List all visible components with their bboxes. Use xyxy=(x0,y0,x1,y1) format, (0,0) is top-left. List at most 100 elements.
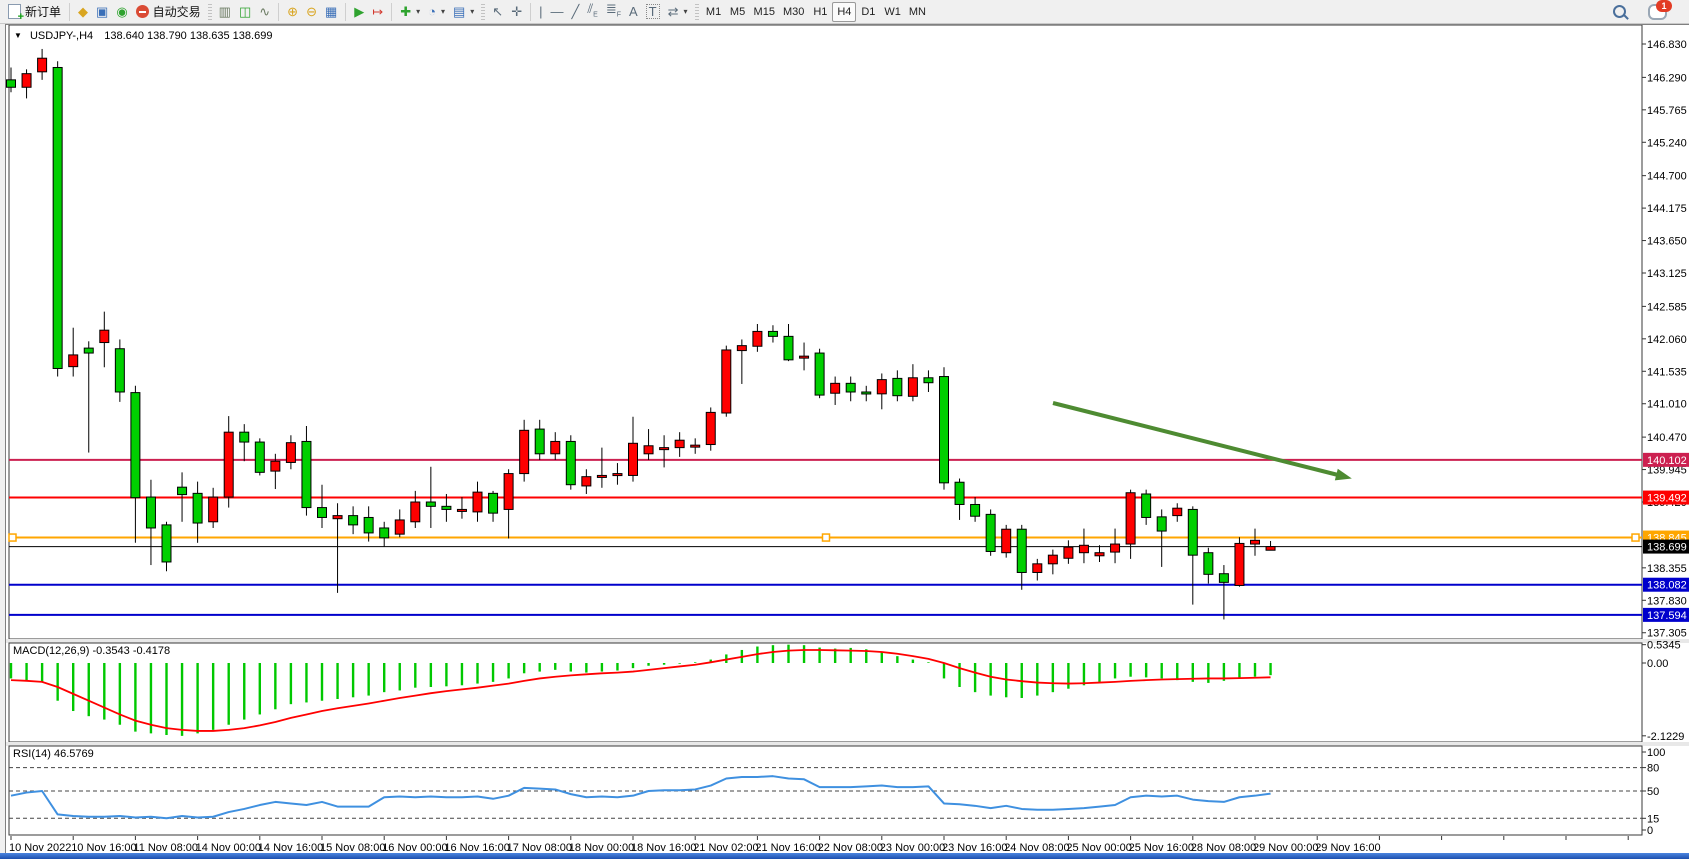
candle-4 xyxy=(68,354,79,368)
bar-chart-icon: ▥ xyxy=(218,4,231,19)
candle-35 xyxy=(550,440,561,455)
signals-button[interactable]: ◉ xyxy=(112,1,131,23)
price-tick-label: 142.060 xyxy=(1647,334,1687,346)
price-chart-canvas[interactable]: 146.830 146.290 145.765 145.240 144.700 144.1… xyxy=(6,24,1689,854)
text-button[interactable]: A xyxy=(625,1,642,23)
clock-icon: ◔ xyxy=(428,4,436,19)
line-chart-button[interactable]: ∿ xyxy=(255,1,274,23)
price-tick-label: 145.765 xyxy=(1647,105,1687,117)
rsi-indicator-label: RSI(14) 46.5769 xyxy=(13,748,94,760)
vertical-line-icon: | xyxy=(539,4,543,19)
notifications-button[interactable]: 1 xyxy=(1644,0,1672,23)
date-tick-label: 16 Nov 00:00 xyxy=(382,842,447,853)
tf-button-H1[interactable]: H1 xyxy=(808,2,832,22)
chart-shift-button[interactable]: ↦ xyxy=(368,1,387,23)
tf-button-W1[interactable]: W1 xyxy=(880,2,905,22)
candlestick-chart-button[interactable]: ◫ xyxy=(235,1,255,23)
candlestick-chart-icon: ◫ xyxy=(238,4,252,19)
chart-ohlc-values: 138.640 138.790 138.635 138.699 xyxy=(104,30,273,42)
tf-button-D1[interactable]: D1 xyxy=(856,2,880,22)
price-tick-label: 139.945 xyxy=(1647,465,1687,477)
candle-76 xyxy=(1187,508,1198,556)
tf-button-MN[interactable]: MN xyxy=(905,2,930,22)
tf-button-M1[interactable]: M1 xyxy=(702,2,726,22)
candle-49 xyxy=(767,330,778,337)
date-tick-label: 17 Nov 08:00 xyxy=(507,842,572,853)
tf-button-M15[interactable]: M15 xyxy=(750,2,779,22)
virtual-hosting-button[interactable]: ▣ xyxy=(92,1,112,23)
macd-axis-label: -2.1229 xyxy=(1647,731,1684,743)
signals-icon: ◉ xyxy=(116,4,128,19)
candle-56 xyxy=(876,379,887,395)
date-tick-label: 25 Nov 00:00 xyxy=(1066,842,1131,853)
text-icon: A xyxy=(629,4,638,19)
zoom-in-button[interactable]: ⊕ xyxy=(283,1,302,23)
price-tick-label: 140.470 xyxy=(1647,432,1687,444)
vertical-line-button[interactable]: | xyxy=(535,1,546,23)
candle-16 xyxy=(254,441,265,473)
candle-36 xyxy=(565,440,576,486)
candle-23 xyxy=(363,516,374,534)
candle-51 xyxy=(799,355,810,359)
charts-toolbar-group: ▥ ◫ ∿ ⊕ ⊖ ▦ ▶ ↦ ✚ ▾ ◔ ▾ ▤ ▾ xyxy=(215,1,479,23)
crosshair-button[interactable]: ✛ xyxy=(507,1,526,23)
price-tick-label: 143.650 xyxy=(1647,236,1687,248)
templates-button[interactable]: ▤ ▾ xyxy=(449,1,478,23)
chart-window[interactable]: 146.830 146.290 145.765 145.240 144.700 144.1… xyxy=(5,24,1689,854)
new-order-button[interactable]: + 新订单 xyxy=(4,1,65,23)
date-tick-label: 21 Nov 02:00 xyxy=(693,842,758,853)
price-tick-label: 138.355 xyxy=(1647,563,1687,575)
auto-scroll-button[interactable]: ▶ xyxy=(350,1,368,23)
chart-menu-icon[interactable]: ▼ xyxy=(14,31,22,40)
candle-50 xyxy=(783,335,794,361)
tf-button-H4[interactable]: H4 xyxy=(832,1,857,22)
equidistant-channel-button[interactable]: ⫽E xyxy=(583,1,601,23)
candle-80 xyxy=(1250,539,1260,545)
cursor-button[interactable]: ↖ xyxy=(488,1,507,23)
chevron-down-icon: ▾ xyxy=(440,7,445,16)
line-handle[interactable] xyxy=(1631,533,1640,542)
bar-chart-button[interactable]: ▥ xyxy=(215,1,235,23)
candle-24 xyxy=(379,527,390,539)
trendline-button[interactable]: ╱ xyxy=(568,1,584,23)
metaeditor-button[interactable]: ◆ xyxy=(74,1,92,23)
date-tick-label: 11 Nov 08:00 xyxy=(133,842,198,853)
candle-39 xyxy=(612,473,623,477)
macd-axis-label: 0.5345 xyxy=(1647,640,1681,652)
candle-52 xyxy=(814,352,825,396)
toolbar-separator xyxy=(391,2,393,21)
candle-34 xyxy=(534,428,545,455)
search-button[interactable] xyxy=(1609,1,1630,23)
candle-28 xyxy=(441,505,452,510)
chevron-down-icon: ▾ xyxy=(470,7,475,16)
search-icon xyxy=(1613,5,1626,18)
fibonacci-button[interactable]: ≣F xyxy=(602,1,625,23)
candle-29 xyxy=(456,508,467,512)
standard-toolbar-group: + 新订单 ◆ ▣ ◉ 自动交易 xyxy=(4,1,205,23)
tile-windows-button[interactable]: ▦ xyxy=(321,1,341,23)
trendline-arrow[interactable] xyxy=(1052,401,1347,479)
tf-button-M5[interactable]: M5 xyxy=(726,2,750,22)
date-tick-label: 16 Nov 16:00 xyxy=(444,842,509,853)
trend-arrow-object xyxy=(1052,401,1352,481)
candle-58 xyxy=(907,377,918,397)
autotrading-button[interactable]: 自动交易 xyxy=(132,1,205,23)
line-handle[interactable] xyxy=(821,533,831,542)
periods-button[interactable]: ◔ ▾ xyxy=(424,1,449,23)
line-handle[interactable] xyxy=(8,533,17,542)
date-tick-label: 23 Nov 16:00 xyxy=(942,842,1007,853)
horizontal-line-button[interactable]: — xyxy=(547,1,568,23)
indicators-button[interactable]: ✚ ▾ xyxy=(396,1,424,23)
trendline-icon: ╱ xyxy=(571,4,580,19)
candle-15 xyxy=(239,431,250,443)
price-badge-text: 140.102 xyxy=(1647,455,1687,467)
price-line-badges: 140.102139.492138.845138.699138.082137.5… xyxy=(1643,452,1689,622)
text-label-button[interactable]: T xyxy=(642,1,664,23)
candle-70 xyxy=(1094,552,1105,557)
toolbar-separator xyxy=(278,2,280,21)
arrows-button[interactable]: ⇄ ▾ xyxy=(664,1,692,23)
tf-button-M30[interactable]: M30 xyxy=(779,2,808,22)
zoom-out-button[interactable]: ⊖ xyxy=(302,1,321,23)
candle-73 xyxy=(1141,493,1152,518)
